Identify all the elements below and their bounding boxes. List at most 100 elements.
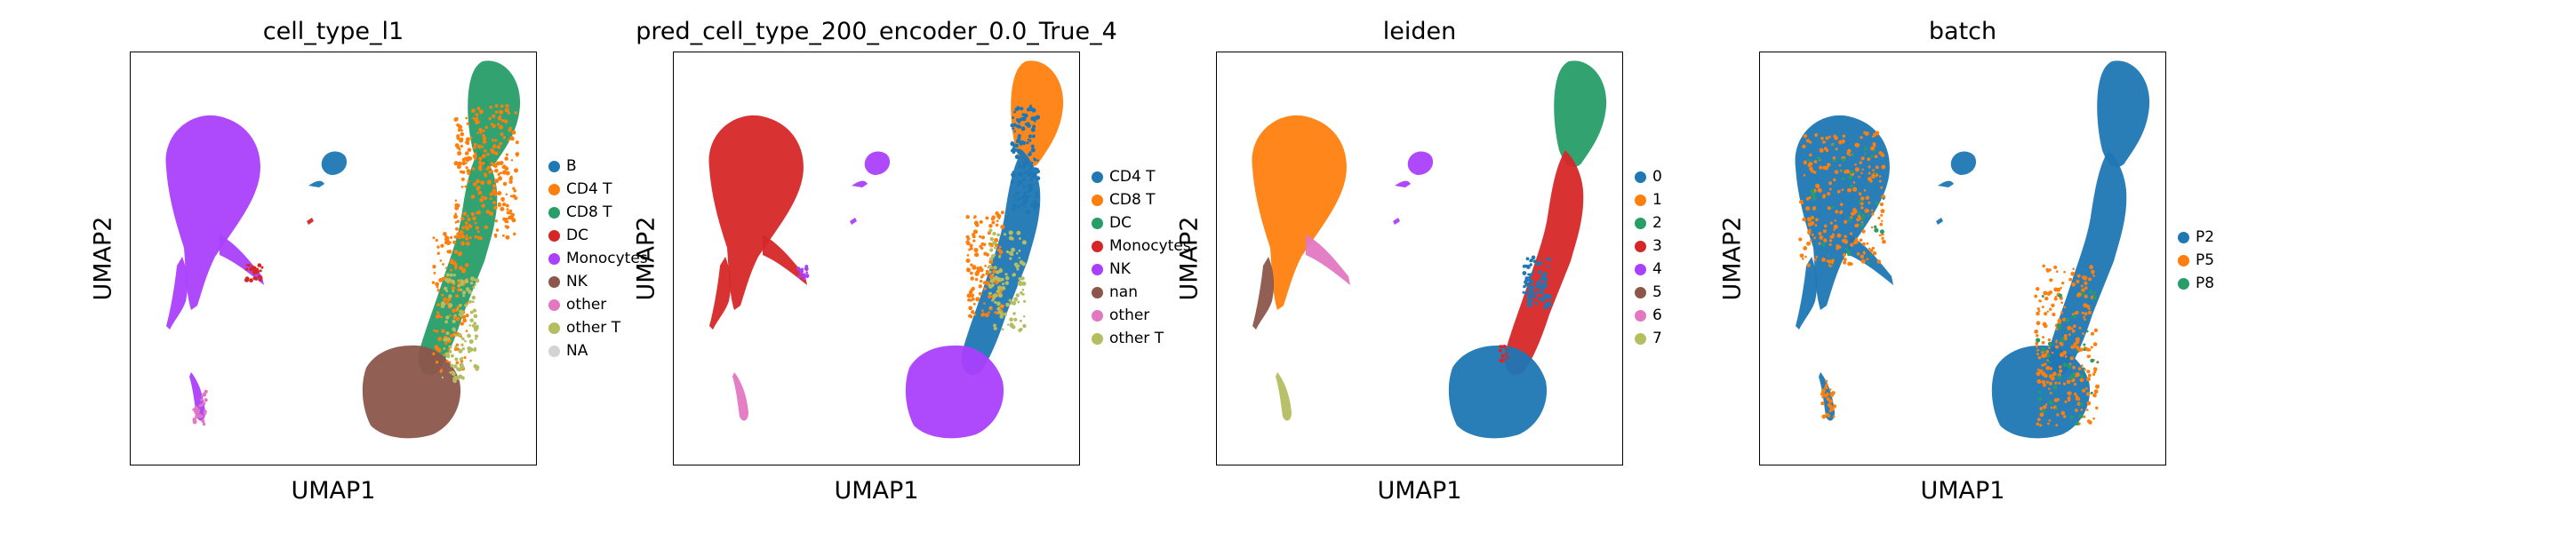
point <box>1801 257 1804 260</box>
point <box>447 249 452 254</box>
point <box>495 228 500 232</box>
point <box>454 199 458 203</box>
point <box>1860 259 1866 264</box>
point <box>1001 286 1006 290</box>
point <box>455 294 459 298</box>
point <box>2076 279 2080 283</box>
point <box>443 346 446 350</box>
point <box>2093 328 2099 332</box>
point <box>1841 169 1844 172</box>
point <box>457 332 462 338</box>
point <box>988 244 992 247</box>
point <box>2081 288 2085 293</box>
point <box>474 117 478 123</box>
point <box>2036 345 2038 348</box>
point <box>2059 365 2062 369</box>
point <box>460 343 464 346</box>
point <box>478 236 483 241</box>
point <box>1875 165 1879 170</box>
point <box>2043 290 2048 296</box>
point <box>1868 165 1871 169</box>
point <box>2060 338 2065 343</box>
point <box>460 129 463 132</box>
point <box>2041 340 2045 345</box>
point <box>1532 270 1535 274</box>
point <box>1543 273 1548 277</box>
legend: P2 P5 P8 <box>2178 226 2214 295</box>
point <box>980 235 986 240</box>
point <box>1032 135 1035 138</box>
point <box>455 227 459 231</box>
point <box>1880 186 1884 189</box>
point <box>1850 184 1854 188</box>
point <box>1823 140 1827 144</box>
point <box>984 313 989 318</box>
umap-panel-cell-type-l1: cell_type_l1 UMAP2 UMAP1 B CD4 T CD8 T D… <box>0 0 648 533</box>
legend-marker-icon <box>548 252 560 265</box>
point <box>443 337 448 342</box>
legend-label: NK <box>566 273 588 290</box>
point <box>980 242 985 246</box>
point <box>499 161 504 165</box>
point <box>497 190 502 196</box>
point <box>1829 221 1833 225</box>
overlay-points <box>440 273 480 384</box>
legend-label: 0 <box>1652 168 1662 186</box>
point <box>988 283 992 288</box>
point <box>1004 281 1010 285</box>
point <box>464 221 468 225</box>
point <box>1824 165 1829 171</box>
point <box>1827 402 1831 407</box>
point <box>1832 404 1837 409</box>
point <box>482 129 485 132</box>
point <box>459 313 463 317</box>
point <box>2037 309 2041 313</box>
legend-marker-icon <box>2178 254 2189 266</box>
point <box>448 361 452 364</box>
legend-item-5: 5 <box>1635 281 1662 304</box>
point <box>969 314 973 319</box>
legend-label: DC <box>1109 214 1132 232</box>
point <box>1854 167 1860 172</box>
point <box>1802 144 1806 149</box>
point <box>490 162 494 165</box>
point <box>1843 260 1847 265</box>
point <box>453 161 459 166</box>
point <box>452 290 454 293</box>
legend-item-monocytes: Monocytes <box>1092 235 1191 258</box>
point <box>259 275 263 280</box>
point <box>449 273 453 277</box>
point <box>2077 348 2082 352</box>
cluster-monoBlob <box>1252 115 1347 310</box>
point <box>445 331 450 336</box>
point <box>1835 147 1838 151</box>
point <box>494 139 498 142</box>
point <box>1532 285 1535 290</box>
legend: CD4 T CD8 T DC Monocytes NK nan other ot… <box>1092 165 1191 350</box>
point <box>1540 286 1545 291</box>
point <box>2055 328 2059 330</box>
legend-label: CD4 T <box>566 180 612 198</box>
point <box>464 263 469 267</box>
point <box>1024 171 1027 174</box>
point <box>448 294 452 298</box>
point <box>2092 372 2096 377</box>
point <box>2090 358 2094 363</box>
point <box>1856 251 1860 256</box>
point <box>494 219 498 223</box>
legend-marker-icon <box>548 275 560 288</box>
point <box>2075 337 2080 342</box>
point <box>2072 324 2076 329</box>
point <box>2052 312 2056 317</box>
point <box>2037 390 2042 394</box>
y-axis-label: UMAP2 <box>89 216 117 301</box>
point <box>512 194 516 198</box>
point <box>465 166 468 170</box>
y-axis-label: UMAP2 <box>1175 216 1204 301</box>
point <box>492 114 496 118</box>
point <box>968 248 971 251</box>
point <box>451 279 455 284</box>
point <box>1500 354 1506 358</box>
cluster-topBits <box>308 180 324 187</box>
point <box>2068 277 2073 282</box>
